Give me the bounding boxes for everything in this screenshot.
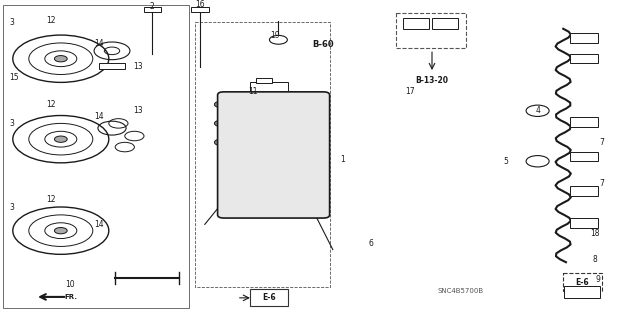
Bar [250,289,288,306]
Text: SNC4B5700B: SNC4B5700B [438,288,484,293]
Text: 14: 14 [94,40,104,48]
Text: 13: 13 [132,106,143,115]
Text: 7: 7 [599,138,604,147]
Text: 4: 4 [535,106,540,115]
Bar [403,18,429,29]
Text: 2: 2 [150,2,155,11]
Text: E-6: E-6 [575,278,589,286]
Text: 11: 11 [248,87,257,96]
Text: FR.: FR. [64,294,77,300]
Text: 7: 7 [599,179,604,188]
Text: 17: 17 [404,87,415,96]
Text: 6: 6 [369,239,374,248]
Bar [99,63,125,69]
Bar [570,54,598,63]
Text: 3: 3 [9,119,14,128]
Bar [570,152,598,161]
FancyBboxPatch shape [218,92,330,218]
Bar [570,33,598,43]
Bar [144,7,161,12]
Text: 5: 5 [503,157,508,166]
Bar [432,18,458,29]
Circle shape [214,101,227,108]
Text: 18: 18 [591,229,600,238]
Text: 10: 10 [65,280,76,289]
Circle shape [54,136,67,142]
Text: 1: 1 [340,155,345,164]
Text: 12: 12 [47,195,56,204]
Circle shape [54,227,67,234]
Text: B-60: B-60 [312,40,334,49]
Text: E-6: E-6 [262,293,276,302]
Circle shape [314,120,326,127]
Text: 12: 12 [47,100,56,109]
Bar [563,273,602,291]
Text: 8: 8 [593,255,598,263]
Text: B-13-20: B-13-20 [415,76,449,85]
Bar [570,117,598,127]
Text: 19: 19 [270,31,280,40]
Text: 12: 12 [47,16,56,26]
Bar [570,218,598,227]
Bar [191,7,209,12]
Bar [396,13,466,48]
Text: 15: 15 [9,73,19,82]
Text: 16: 16 [195,0,205,9]
Bar [3,5,189,308]
Circle shape [54,56,67,62]
Circle shape [214,139,227,145]
Text: 3: 3 [9,18,14,27]
Text: 9: 9 [596,275,601,284]
Bar [195,22,330,287]
Bar [256,78,272,83]
Text: 14: 14 [94,112,104,121]
Circle shape [314,101,326,108]
Bar [250,82,288,95]
Text: 14: 14 [94,220,104,229]
Bar [570,187,598,196]
Bar [564,286,600,299]
Text: 13: 13 [132,62,143,71]
Text: 3: 3 [9,203,14,211]
Circle shape [214,120,227,127]
